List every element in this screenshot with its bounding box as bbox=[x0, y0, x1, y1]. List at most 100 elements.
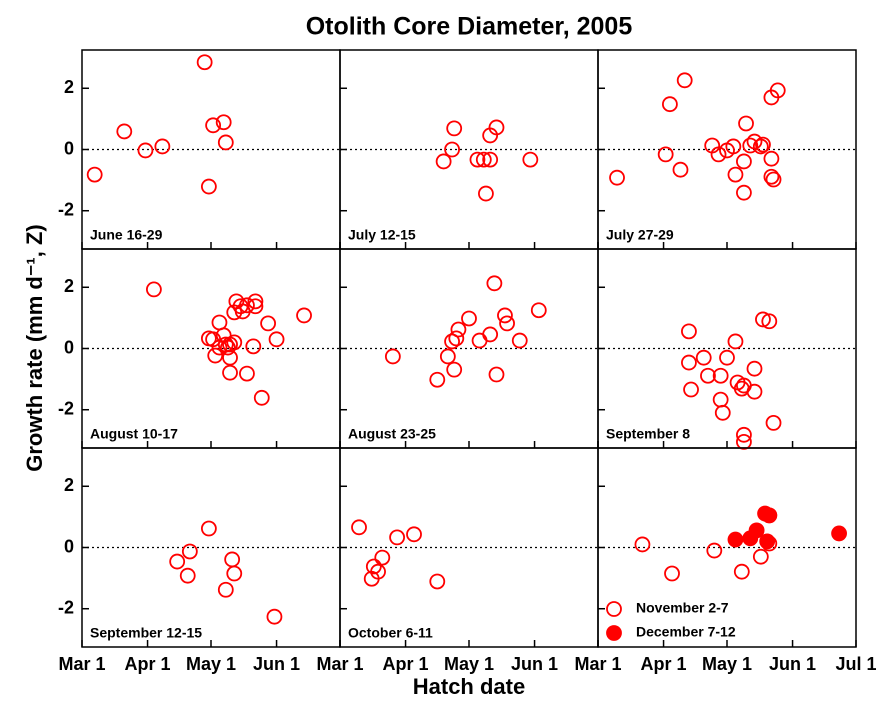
data-point bbox=[742, 137, 759, 154]
data-point bbox=[712, 367, 729, 384]
data-point bbox=[429, 573, 446, 590]
data-point bbox=[137, 142, 154, 159]
data-point bbox=[222, 364, 238, 381]
panel-frame bbox=[339, 447, 599, 648]
data-point bbox=[727, 166, 744, 183]
data-point bbox=[497, 307, 513, 324]
legend-marker bbox=[606, 625, 622, 641]
data-point bbox=[351, 519, 367, 536]
data-point bbox=[522, 151, 539, 168]
data-point bbox=[478, 185, 494, 202]
data-point bbox=[247, 298, 264, 315]
data-point bbox=[727, 333, 744, 350]
data-point bbox=[761, 507, 778, 524]
data-point bbox=[482, 151, 499, 168]
data-point bbox=[725, 138, 742, 155]
x-tick-label: Apr 1 bbox=[125, 654, 171, 674]
y-tick-label: 0 bbox=[64, 536, 74, 556]
data-point bbox=[211, 314, 228, 331]
data-point bbox=[714, 404, 731, 421]
x-tick-label: Apr 1 bbox=[641, 654, 687, 674]
data-point bbox=[444, 333, 460, 350]
data-point bbox=[727, 531, 744, 548]
data-point bbox=[482, 326, 499, 343]
data-point bbox=[719, 349, 735, 366]
data-point bbox=[499, 315, 515, 332]
x-tick-label: Jul 1 bbox=[835, 654, 876, 674]
data-point bbox=[435, 153, 452, 170]
x-tick-label: May 1 bbox=[444, 654, 494, 674]
data-point bbox=[365, 558, 382, 575]
y-tick-label: 2 bbox=[64, 276, 74, 296]
data-point bbox=[226, 334, 243, 351]
data-point bbox=[769, 82, 786, 99]
data-point bbox=[482, 127, 499, 144]
x-tick-label: May 1 bbox=[186, 654, 236, 674]
data-point bbox=[226, 565, 243, 582]
data-point bbox=[700, 367, 716, 384]
x-tick-label: May 1 bbox=[702, 654, 752, 674]
data-point bbox=[736, 153, 752, 170]
data-point bbox=[664, 565, 680, 582]
data-point bbox=[200, 178, 217, 195]
data-point bbox=[471, 332, 488, 349]
y-tick-label: 2 bbox=[64, 77, 74, 97]
data-point bbox=[657, 146, 674, 163]
data-point bbox=[374, 549, 391, 566]
data-point bbox=[752, 138, 769, 155]
x-tick-label: Mar 1 bbox=[316, 654, 363, 674]
data-point bbox=[710, 146, 727, 163]
data-point bbox=[511, 332, 528, 349]
data-point bbox=[268, 331, 285, 348]
panel-label: July 27-29 bbox=[606, 227, 674, 243]
panel-label: August 10-17 bbox=[90, 426, 178, 442]
data-point bbox=[217, 134, 234, 151]
x-axis-label: Hatch date bbox=[413, 674, 525, 699]
data-point bbox=[672, 161, 689, 178]
data-point bbox=[450, 321, 467, 338]
legend-label: November 2-7 bbox=[636, 600, 729, 616]
data-point bbox=[239, 365, 255, 382]
data-point bbox=[181, 543, 198, 560]
legend-marker bbox=[606, 601, 622, 617]
x-tick-label: Jun 1 bbox=[769, 654, 816, 674]
data-point bbox=[444, 141, 460, 158]
data-point bbox=[738, 115, 754, 132]
data-point bbox=[266, 608, 283, 625]
data-point bbox=[260, 315, 276, 332]
data-point bbox=[761, 313, 778, 330]
data-point bbox=[530, 302, 547, 319]
data-point bbox=[486, 275, 503, 292]
data-point bbox=[609, 169, 625, 186]
data-point bbox=[446, 120, 463, 137]
x-tick-label: Mar 1 bbox=[574, 654, 621, 674]
data-point bbox=[469, 151, 486, 168]
y-tick-label: -2 bbox=[58, 398, 74, 418]
data-point bbox=[439, 348, 456, 365]
data-point bbox=[406, 526, 422, 543]
data-point bbox=[154, 138, 171, 155]
data-point bbox=[662, 96, 678, 113]
panel-frame bbox=[339, 248, 599, 449]
y-tick-label: 0 bbox=[64, 138, 74, 158]
data-point bbox=[446, 361, 463, 378]
data-point bbox=[207, 347, 224, 364]
data-point bbox=[733, 563, 750, 580]
data-point bbox=[748, 522, 765, 539]
data-point bbox=[475, 151, 492, 168]
data-point bbox=[706, 542, 723, 559]
data-point bbox=[695, 349, 712, 366]
data-point bbox=[736, 426, 752, 443]
panel-label: June 16-29 bbox=[90, 227, 163, 243]
x-tick-label: Jun 1 bbox=[253, 654, 300, 674]
y-tick-label: 0 bbox=[64, 337, 74, 357]
data-point bbox=[205, 117, 222, 134]
panel-frame bbox=[339, 49, 599, 250]
data-point bbox=[712, 391, 729, 408]
data-point bbox=[488, 366, 505, 383]
data-point bbox=[755, 136, 771, 153]
panel-label: September 12-15 bbox=[90, 625, 202, 641]
data-point bbox=[448, 330, 465, 347]
data-point bbox=[634, 536, 651, 553]
